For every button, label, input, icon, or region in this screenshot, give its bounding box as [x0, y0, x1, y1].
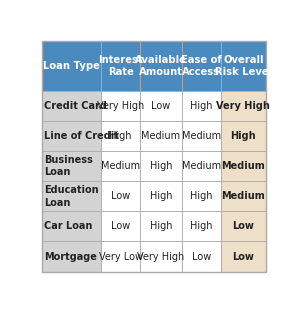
Text: High: High	[150, 161, 172, 171]
Text: High: High	[150, 191, 172, 201]
Bar	[182, 151, 221, 181]
Text: High: High	[190, 191, 213, 201]
Bar	[42, 241, 101, 272]
Bar	[221, 181, 266, 211]
Bar	[182, 241, 221, 272]
Bar	[42, 42, 101, 91]
Bar	[42, 121, 101, 151]
Bar	[221, 151, 266, 181]
Bar	[101, 121, 140, 151]
Text: Ease of
Access: Ease of Access	[181, 55, 222, 78]
Bar	[221, 91, 266, 121]
Bar	[182, 91, 221, 121]
Text: Available
Amount: Available Amount	[135, 55, 187, 78]
Bar	[221, 42, 266, 91]
Text: Business
Loan: Business Loan	[44, 155, 93, 177]
Bar	[101, 241, 140, 272]
Text: Low: Low	[111, 221, 130, 232]
Bar	[140, 181, 182, 211]
Bar	[140, 241, 182, 272]
Text: Very High: Very High	[137, 251, 185, 262]
Text: High: High	[110, 131, 132, 141]
Bar	[221, 211, 266, 241]
Text: Low: Low	[111, 191, 130, 201]
Bar	[42, 151, 101, 181]
Text: Low: Low	[232, 251, 254, 262]
Bar	[182, 181, 221, 211]
Bar	[221, 241, 266, 272]
Text: Credit Card: Credit Card	[44, 101, 107, 111]
Text: High: High	[190, 221, 213, 232]
Text: Education
Loan: Education Loan	[44, 185, 99, 207]
Text: Medium: Medium	[142, 131, 181, 141]
Text: Medium: Medium	[221, 191, 265, 201]
Text: High: High	[150, 221, 172, 232]
Bar	[221, 121, 266, 151]
Text: Medium: Medium	[221, 161, 265, 171]
Bar	[101, 211, 140, 241]
Text: Very High: Very High	[217, 101, 270, 111]
Bar	[182, 42, 221, 91]
Bar	[140, 42, 182, 91]
Text: Medium: Medium	[182, 131, 221, 141]
Bar	[140, 211, 182, 241]
Bar	[101, 42, 140, 91]
Bar	[101, 181, 140, 211]
Bar	[140, 151, 182, 181]
Text: High: High	[190, 101, 213, 111]
Bar	[42, 91, 101, 121]
Bar	[101, 151, 140, 181]
Bar	[140, 91, 182, 121]
Text: Very Low: Very Low	[99, 251, 143, 262]
Bar	[182, 121, 221, 151]
Text: Very High: Very High	[97, 101, 144, 111]
Text: Low: Low	[232, 221, 254, 232]
Bar	[140, 121, 182, 151]
Text: Overall
Risk Level: Overall Risk Level	[215, 55, 272, 78]
Text: Medium: Medium	[182, 161, 221, 171]
Text: Car Loan: Car Loan	[44, 221, 93, 232]
Bar	[42, 181, 101, 211]
Text: Mortgage: Mortgage	[44, 251, 97, 262]
Text: Line of Credit: Line of Credit	[44, 131, 119, 141]
Text: Low: Low	[152, 101, 171, 111]
Text: High: High	[231, 131, 256, 141]
Bar	[101, 91, 140, 121]
Text: Loan Type: Loan Type	[43, 61, 100, 71]
Text: Interest
Rate: Interest Rate	[98, 55, 143, 78]
Text: Medium: Medium	[101, 161, 140, 171]
Bar	[42, 211, 101, 241]
Text: Low: Low	[192, 251, 211, 262]
Bar	[182, 211, 221, 241]
